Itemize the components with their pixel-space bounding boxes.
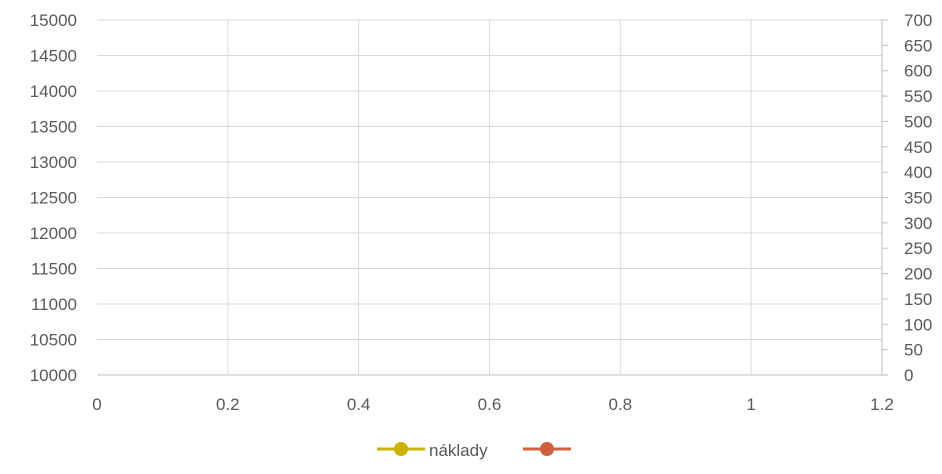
legend-label-1: náklady: [429, 441, 488, 460]
grid: [97, 19, 882, 375]
x-tick-label: 0.2: [216, 395, 240, 414]
y-right-tick-label: 450: [904, 138, 932, 157]
x-tick-label: 0: [92, 395, 101, 414]
y-right-tick-label: 600: [904, 62, 932, 81]
y-right-tick-label: 0: [904, 366, 913, 385]
y-right-tick-label: 550: [904, 87, 932, 106]
y-left-tick-label: 10500: [30, 331, 77, 350]
y-left-tick-label: 11500: [31, 260, 77, 279]
y-right-tick-label: 50: [904, 341, 923, 360]
y-right-tick-label: 300: [904, 214, 932, 233]
y-right-tick-label: 650: [904, 36, 932, 55]
y-right-tick-label: 400: [904, 163, 932, 182]
y-right-tick-label: 150: [904, 290, 932, 309]
y-right-tick-label: 500: [904, 112, 932, 131]
legend-marker-2: [540, 442, 554, 456]
y-left-tick-label: 12000: [30, 224, 77, 243]
legend-marker-1: [394, 442, 408, 456]
axes: [97, 19, 888, 376]
y-right-tick-label: 350: [904, 189, 932, 208]
y-axis-left-tick-labels: 10000 10500 11000 11500 12000 12500 13000 13500…: [30, 11, 77, 385]
y-right-tick-label: 100: [904, 315, 932, 334]
x-tick-label: 1.2: [870, 395, 894, 414]
y-left-tick-label: 14500: [30, 47, 77, 66]
y-left-tick-label: 12500: [30, 189, 77, 208]
x-tick-label: 0.4: [347, 395, 371, 414]
x-axis-tick-labels: 0 0.2 0.4 0.6 0.8 1 1.2: [92, 395, 894, 414]
y-left-tick-label: 13000: [30, 153, 77, 172]
y-right-tick-label: 250: [904, 239, 932, 258]
y-left-tick-label: 11000: [31, 295, 77, 314]
y-left-tick-label: 13500: [30, 118, 77, 137]
y-left-tick-label: 14000: [30, 82, 77, 101]
y-axis-right-tick-labels: 0 50 100 150 200 250 300 350 400 450 500 550 600 650 7…: [904, 11, 932, 385]
y-left-tick-label: 10000: [30, 366, 77, 385]
y-right-tick-label: 200: [904, 265, 932, 284]
y-left-tick-label: 15000: [30, 11, 77, 30]
x-tick-label: 0.8: [609, 395, 633, 414]
x-tick-label: 0.6: [478, 395, 502, 414]
y-right-tick-label: 700: [904, 11, 932, 30]
x-tick-label: 1: [746, 395, 755, 414]
legend: náklady: [377, 441, 571, 460]
